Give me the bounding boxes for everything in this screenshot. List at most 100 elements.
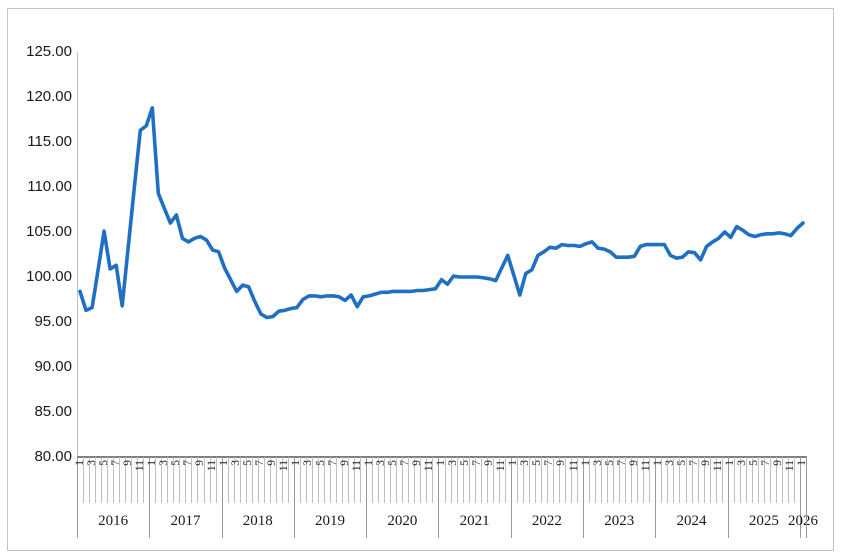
month-tick xyxy=(276,457,277,503)
month-tick xyxy=(734,457,735,503)
month-tick xyxy=(517,457,518,503)
year-separator xyxy=(806,457,807,538)
month-tick xyxy=(716,457,717,503)
month-tick xyxy=(643,457,644,503)
year-separator xyxy=(583,457,584,538)
month-tick xyxy=(535,457,536,503)
month-tick xyxy=(282,457,283,503)
year-label: 2022 xyxy=(531,513,562,529)
month-tick xyxy=(553,457,554,503)
month-tick xyxy=(312,457,313,503)
month-tick xyxy=(722,457,723,503)
month-tick xyxy=(252,457,253,503)
month-tick xyxy=(704,457,705,503)
y-axis-line xyxy=(77,52,78,457)
month-tick xyxy=(384,457,385,503)
month-tick xyxy=(625,457,626,503)
month-tick xyxy=(601,457,602,503)
y-tick-label: 85.00 xyxy=(34,403,72,420)
month-tick xyxy=(167,457,168,503)
month-tick xyxy=(113,457,114,503)
data-line xyxy=(78,106,805,320)
month-tick xyxy=(529,457,530,503)
month-tick xyxy=(83,457,84,503)
month-tick xyxy=(667,457,668,503)
month-tick xyxy=(794,457,795,503)
month-tick xyxy=(469,457,470,503)
month-tick xyxy=(234,457,235,503)
month-tick xyxy=(89,457,90,503)
month-tick xyxy=(571,457,572,503)
month-tick xyxy=(637,457,638,503)
year-separator xyxy=(222,457,223,538)
month-tick xyxy=(354,457,355,503)
month-tick xyxy=(143,457,144,503)
x-axis-line xyxy=(77,456,807,458)
month-tick xyxy=(197,457,198,503)
month-tick xyxy=(300,457,301,503)
year-separator xyxy=(511,457,512,538)
y-tick-label: 80.00 xyxy=(34,448,72,465)
month-tick xyxy=(481,457,482,503)
y-tick-label: 105.00 xyxy=(26,223,72,240)
month-tick xyxy=(372,457,373,503)
year-separator xyxy=(294,457,295,538)
month-tick xyxy=(559,457,560,503)
year-label: 2016 xyxy=(98,513,129,529)
year-separator xyxy=(800,457,801,538)
y-tick-label: 95.00 xyxy=(34,313,72,330)
year-label: 2020 xyxy=(387,513,418,529)
month-tick xyxy=(679,457,680,503)
month-tick xyxy=(432,457,433,503)
month-tick xyxy=(306,457,307,503)
year-label: 2024 xyxy=(676,513,707,529)
month-tick xyxy=(541,457,542,503)
month-tick xyxy=(475,457,476,503)
y-tick-label: 100.00 xyxy=(26,268,72,285)
month-tick xyxy=(119,457,120,503)
year-label: 2019 xyxy=(315,513,346,529)
month-tick xyxy=(752,457,753,503)
month-tick xyxy=(746,457,747,503)
month-tick xyxy=(457,457,458,503)
month-tick xyxy=(246,457,247,503)
month-tick xyxy=(396,457,397,503)
month-tick xyxy=(619,457,620,503)
year-label: 2021 xyxy=(459,513,490,529)
month-tick xyxy=(758,457,759,503)
month-tick xyxy=(565,457,566,503)
month-tick xyxy=(686,457,687,503)
year-label: 2026 xyxy=(787,513,818,529)
month-tick xyxy=(107,457,108,503)
year-separator xyxy=(655,457,656,538)
month-tick xyxy=(631,457,632,503)
month-tick xyxy=(487,457,488,503)
month-tick xyxy=(131,457,132,503)
month-tick xyxy=(692,457,693,503)
month-tick xyxy=(613,457,614,503)
month-tick xyxy=(342,457,343,503)
month-tick xyxy=(378,457,379,503)
month-tick xyxy=(420,457,421,503)
month-tick xyxy=(161,457,162,503)
month-tick xyxy=(204,457,205,503)
month-tick xyxy=(607,457,608,503)
month-tick xyxy=(776,457,777,503)
month-tick xyxy=(137,457,138,503)
month-tick xyxy=(710,457,711,503)
month-tick xyxy=(408,457,409,503)
month-tick xyxy=(782,457,783,503)
month-tick xyxy=(577,457,578,503)
month-tick xyxy=(426,457,427,503)
month-tick xyxy=(155,457,156,503)
y-tick-label: 110.00 xyxy=(27,178,72,195)
month-tick xyxy=(125,457,126,503)
month-tick xyxy=(390,457,391,503)
month-tick xyxy=(228,457,229,503)
year-separator xyxy=(77,457,78,538)
month-tick xyxy=(318,457,319,503)
month-tick xyxy=(493,457,494,503)
month-tick xyxy=(336,457,337,503)
year-label: 2018 xyxy=(242,513,273,529)
